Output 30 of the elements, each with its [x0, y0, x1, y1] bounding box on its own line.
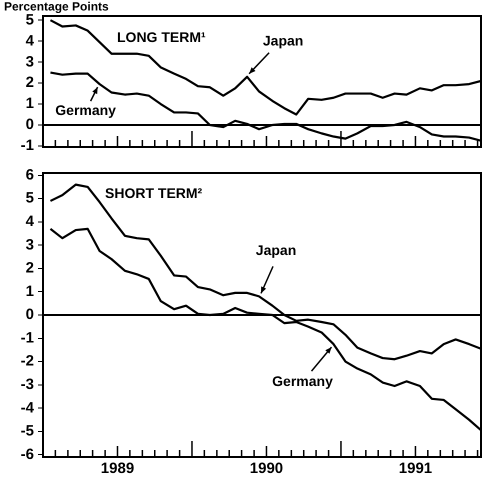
y-tick-label: -1: [20, 329, 34, 346]
x-tick-label: 1991: [398, 460, 432, 478]
y-axis-title: Percentage Points: [4, 0, 110, 14]
y-tick-label: 0: [26, 116, 34, 134]
y-tick-label: 4: [26, 32, 35, 50]
y-tick-label: 1: [26, 95, 34, 112]
y-tick-label: 0: [26, 306, 34, 324]
text: SHORT TERM²: [105, 184, 203, 201]
y-tick-label: 1: [26, 282, 34, 300]
y-tick-label: 2: [26, 74, 34, 92]
y-tick-label: 3: [26, 53, 34, 70]
y-tick-label: -5: [20, 422, 34, 440]
y-tick-label: 2: [26, 260, 34, 277]
legend-label: Germany: [55, 102, 116, 118]
y-tick-label: 4: [26, 213, 35, 230]
x-tick-label: 1990: [250, 460, 284, 478]
y-tick-label: -1: [20, 137, 34, 154]
y-tick-label: 3: [26, 236, 34, 254]
text: Japan: [256, 242, 296, 258]
text: Japan: [262, 32, 304, 49]
legend-label: Germany: [272, 372, 334, 389]
y-tick-label: -3: [20, 376, 34, 393]
y-tick-label: 6: [26, 166, 34, 184]
y-tick-label: -6: [20, 446, 34, 463]
x-tick-label: 1989: [100, 460, 134, 478]
y-tick-label: -2: [20, 352, 34, 370]
y-tick-label: 5: [26, 190, 34, 207]
text: LONG TERM¹: [117, 28, 206, 45]
y-tick-label: 5: [26, 11, 34, 28]
y-tick-label: -4: [20, 399, 35, 416]
